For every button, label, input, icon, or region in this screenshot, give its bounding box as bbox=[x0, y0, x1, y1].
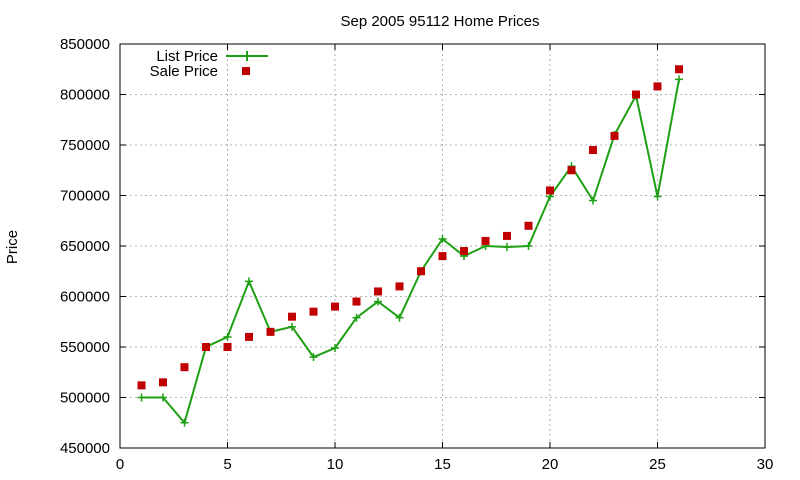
grid-layer bbox=[120, 44, 765, 448]
y-tick-label: 450000 bbox=[60, 440, 110, 457]
list-price-point bbox=[675, 75, 683, 84]
list-price-point bbox=[288, 322, 296, 331]
legend-label-sale-price: Sale Price bbox=[150, 63, 218, 80]
list-price-point bbox=[524, 242, 533, 250]
list-price-point bbox=[159, 393, 167, 402]
list-price-point bbox=[653, 192, 662, 201]
series-layer bbox=[137, 65, 683, 427]
sale-price-point bbox=[288, 312, 296, 321]
list-price-point bbox=[309, 353, 318, 362]
list-price-point bbox=[503, 243, 511, 252]
sale-price-point bbox=[653, 82, 662, 91]
x-tick-label: 10 bbox=[327, 456, 344, 473]
legend-label-list-price: List Price bbox=[156, 48, 218, 65]
sale-price-point bbox=[460, 247, 468, 256]
sale-price-point bbox=[159, 378, 167, 387]
list-price-point bbox=[589, 196, 597, 205]
sale-price-point bbox=[417, 267, 425, 276]
plot-frame bbox=[119, 43, 766, 449]
sale-price-point bbox=[374, 287, 382, 296]
sale-price-point bbox=[180, 363, 189, 372]
y-tick-label: 750000 bbox=[60, 137, 110, 154]
list-price-point bbox=[137, 393, 146, 402]
list-price-point bbox=[223, 332, 232, 341]
chart-title: Sep 2005 95112 Home Prices bbox=[340, 13, 539, 30]
list-price-point bbox=[245, 277, 253, 286]
series-line-list-price bbox=[141, 79, 680, 425]
sale-price-point bbox=[632, 90, 640, 99]
sale-price-point bbox=[223, 343, 232, 351]
legend: List Price Sale Price bbox=[150, 48, 268, 80]
list-price-point bbox=[438, 234, 447, 243]
y-tick-label: 650000 bbox=[60, 238, 110, 255]
ticks-layer: 0 5 10 15 20 25 30 450000 500000 550000 600000 6500… bbox=[60, 36, 773, 473]
y-axis-label: Price bbox=[4, 230, 21, 264]
sale-price-point bbox=[675, 65, 683, 74]
y-tick-label: 850000 bbox=[60, 36, 110, 53]
sale-price-point bbox=[266, 327, 275, 336]
sale-price-point bbox=[546, 186, 554, 195]
list-price-point bbox=[180, 418, 189, 427]
list-price-point bbox=[374, 297, 382, 306]
legend-marker-sale-price bbox=[242, 67, 250, 75]
y-tick-label: 600000 bbox=[60, 289, 110, 306]
sale-price-point bbox=[524, 221, 533, 230]
sale-price-point bbox=[137, 381, 146, 390]
x-tick-label: 20 bbox=[542, 456, 559, 473]
sale-price-point bbox=[395, 282, 404, 291]
list-price-point bbox=[395, 313, 404, 322]
y-tick-label: 550000 bbox=[60, 339, 110, 356]
x-tick-label: 5 bbox=[223, 456, 231, 473]
sale-price-point bbox=[503, 231, 511, 240]
x-tick-label: 0 bbox=[116, 456, 124, 473]
sale-price-point bbox=[438, 252, 447, 261]
x-tick-label: 15 bbox=[434, 456, 451, 473]
sale-price-point bbox=[589, 146, 597, 155]
sale-price-point bbox=[331, 302, 339, 311]
sale-price-point bbox=[245, 332, 253, 341]
sale-price-point bbox=[610, 131, 619, 140]
legend-marker-list-price bbox=[242, 51, 252, 61]
x-tick-label: 30 bbox=[757, 456, 774, 473]
y-tick-label: 800000 bbox=[60, 87, 110, 104]
sale-price-point bbox=[481, 236, 490, 245]
x-tick-label: 25 bbox=[649, 456, 666, 473]
y-tick-label: 500000 bbox=[60, 390, 110, 407]
list-price-point bbox=[331, 344, 339, 353]
sale-price-point bbox=[202, 343, 210, 351]
sale-price-point bbox=[309, 307, 318, 316]
sale-price-point bbox=[567, 166, 576, 175]
sale-price-point bbox=[352, 297, 361, 306]
list-price-point bbox=[352, 313, 361, 322]
y-tick-label: 700000 bbox=[60, 188, 110, 205]
